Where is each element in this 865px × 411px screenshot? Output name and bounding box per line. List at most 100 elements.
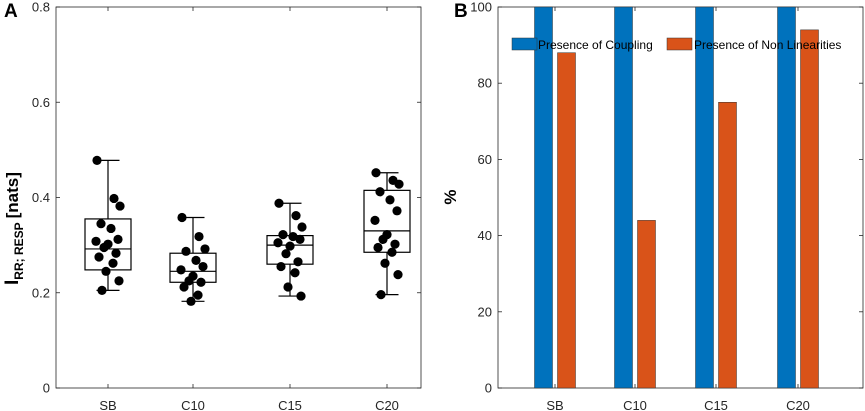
b-y-tick-label: 60: [478, 152, 492, 167]
data-point: [196, 277, 206, 287]
y-label-main: I: [2, 280, 23, 285]
b-y-tick-label: 40: [478, 228, 492, 243]
b-x-tick-label: C15: [704, 398, 728, 411]
data-point: [91, 236, 101, 246]
data-point: [176, 265, 186, 275]
panel-b-x-ticks: SB C10 C15 C20: [546, 7, 810, 411]
data-point: [390, 239, 400, 249]
panel-a-y-label: IRR; RESP [nats]: [2, 172, 26, 285]
data-point: [273, 238, 283, 248]
y-label-subscript: RR; RESP: [12, 222, 26, 279]
data-point: [109, 193, 119, 204]
data-point: [276, 261, 286, 272]
panel-a-boxes: [84, 155, 411, 306]
a-y-tick-label: 0.8: [32, 0, 50, 15]
data-point: [376, 290, 386, 300]
data-point: [296, 291, 306, 301]
panel-b-y-label: %: [441, 189, 460, 204]
bar-coupling-c15: [695, 6, 714, 389]
box-iqr: [363, 189, 411, 253]
panel-a-y-ticks: 0 0.2 0.4 0.6 0.8: [32, 0, 421, 396]
box-group-c15: [266, 198, 314, 301]
data-point: [113, 234, 123, 245]
panel-b-y-ticks: 0 20 40 60 80 100: [470, 0, 863, 396]
data-point: [94, 252, 104, 262]
panel-a-x-ticks: SB C10 C15 C20: [99, 7, 399, 411]
data-point: [99, 242, 109, 253]
data-point: [373, 242, 383, 253]
a-x-tick-label: SB: [99, 398, 116, 411]
data-point: [198, 261, 208, 272]
data-point: [106, 223, 116, 234]
b-y-tick-label: 0: [485, 381, 492, 396]
data-point: [274, 198, 284, 208]
legend-label-nonlinearities: Presence of Non Linearities: [694, 38, 841, 52]
data-point: [283, 282, 293, 292]
box-group-c20: [363, 168, 411, 300]
a-y-tick-label: 0: [43, 381, 50, 396]
data-point: [97, 285, 107, 295]
y-label-unit: [nats]: [3, 172, 22, 218]
bar-coupling-c20: [777, 6, 796, 389]
data-point: [385, 195, 395, 205]
panel-b-label: B: [454, 1, 468, 22]
bar-coupling-c10: [614, 6, 633, 389]
bar-nonlinearities-c10: [637, 220, 656, 389]
data-point: [288, 231, 298, 242]
box-group-c10: [169, 212, 217, 306]
data-point: [186, 296, 196, 306]
data-point: [297, 222, 307, 232]
b-x-tick-label: SB: [546, 398, 563, 411]
data-point: [101, 266, 111, 276]
legend: Presence of Coupling Presence of Non Lin…: [511, 37, 841, 52]
a-y-tick-label: 0.2: [32, 285, 50, 300]
legend-swatch-coupling: [511, 37, 538, 51]
bar-nonlinearities-c20: [800, 29, 819, 389]
data-point: [387, 247, 397, 257]
data-point: [179, 282, 189, 292]
a-x-tick-label: C20: [375, 398, 399, 411]
b-y-tick-label: 20: [478, 304, 492, 319]
data-point: [281, 249, 291, 259]
data-point: [291, 210, 301, 221]
a-x-tick-label: C10: [181, 398, 205, 411]
data-point: [370, 215, 380, 225]
data-point: [394, 179, 404, 189]
data-point: [380, 258, 390, 268]
b-x-tick-label: C10: [623, 398, 647, 411]
data-point: [96, 219, 106, 229]
data-point: [181, 246, 191, 256]
a-y-tick-label: 0.4: [32, 190, 50, 205]
data-point: [378, 234, 388, 245]
b-y-tick-label: 100: [470, 0, 492, 15]
data-point: [371, 168, 381, 178]
a-x-tick-label: C15: [278, 398, 302, 411]
data-point: [92, 155, 102, 165]
data-point: [184, 276, 194, 286]
data-point: [177, 212, 187, 223]
data-point: [108, 258, 118, 268]
data-point: [115, 201, 125, 211]
legend-label-coupling: Presence of Coupling: [538, 38, 653, 52]
panel-a: A 0 0.2 0.4 0.6 0.8 SB C10 C15 C20 IRR; RESP [na…: [2, 0, 422, 411]
panel-b: B 0 20 40 60 80 100 SB C10 C15 C20 % Presence of…: [441, 0, 864, 411]
data-point: [285, 241, 295, 251]
data-point: [392, 206, 402, 216]
panel-a-label: A: [4, 1, 18, 22]
b-y-tick-label: 80: [478, 76, 492, 91]
b-x-tick-label: C20: [786, 398, 810, 411]
data-point: [278, 230, 288, 240]
bar-nonlinearities-sb: [557, 52, 576, 389]
bar-nonlinearities-c15: [718, 102, 737, 389]
legend-swatch-nonlinearities: [666, 37, 693, 51]
data-point: [200, 244, 210, 254]
data-point: [290, 268, 300, 278]
data-point: [114, 276, 124, 286]
data-point: [191, 255, 201, 265]
data-point: [295, 234, 305, 245]
data-point: [194, 231, 204, 242]
panel-b-bars: [534, 6, 819, 389]
data-point: [393, 270, 403, 280]
box-group-sb: [84, 155, 132, 295]
